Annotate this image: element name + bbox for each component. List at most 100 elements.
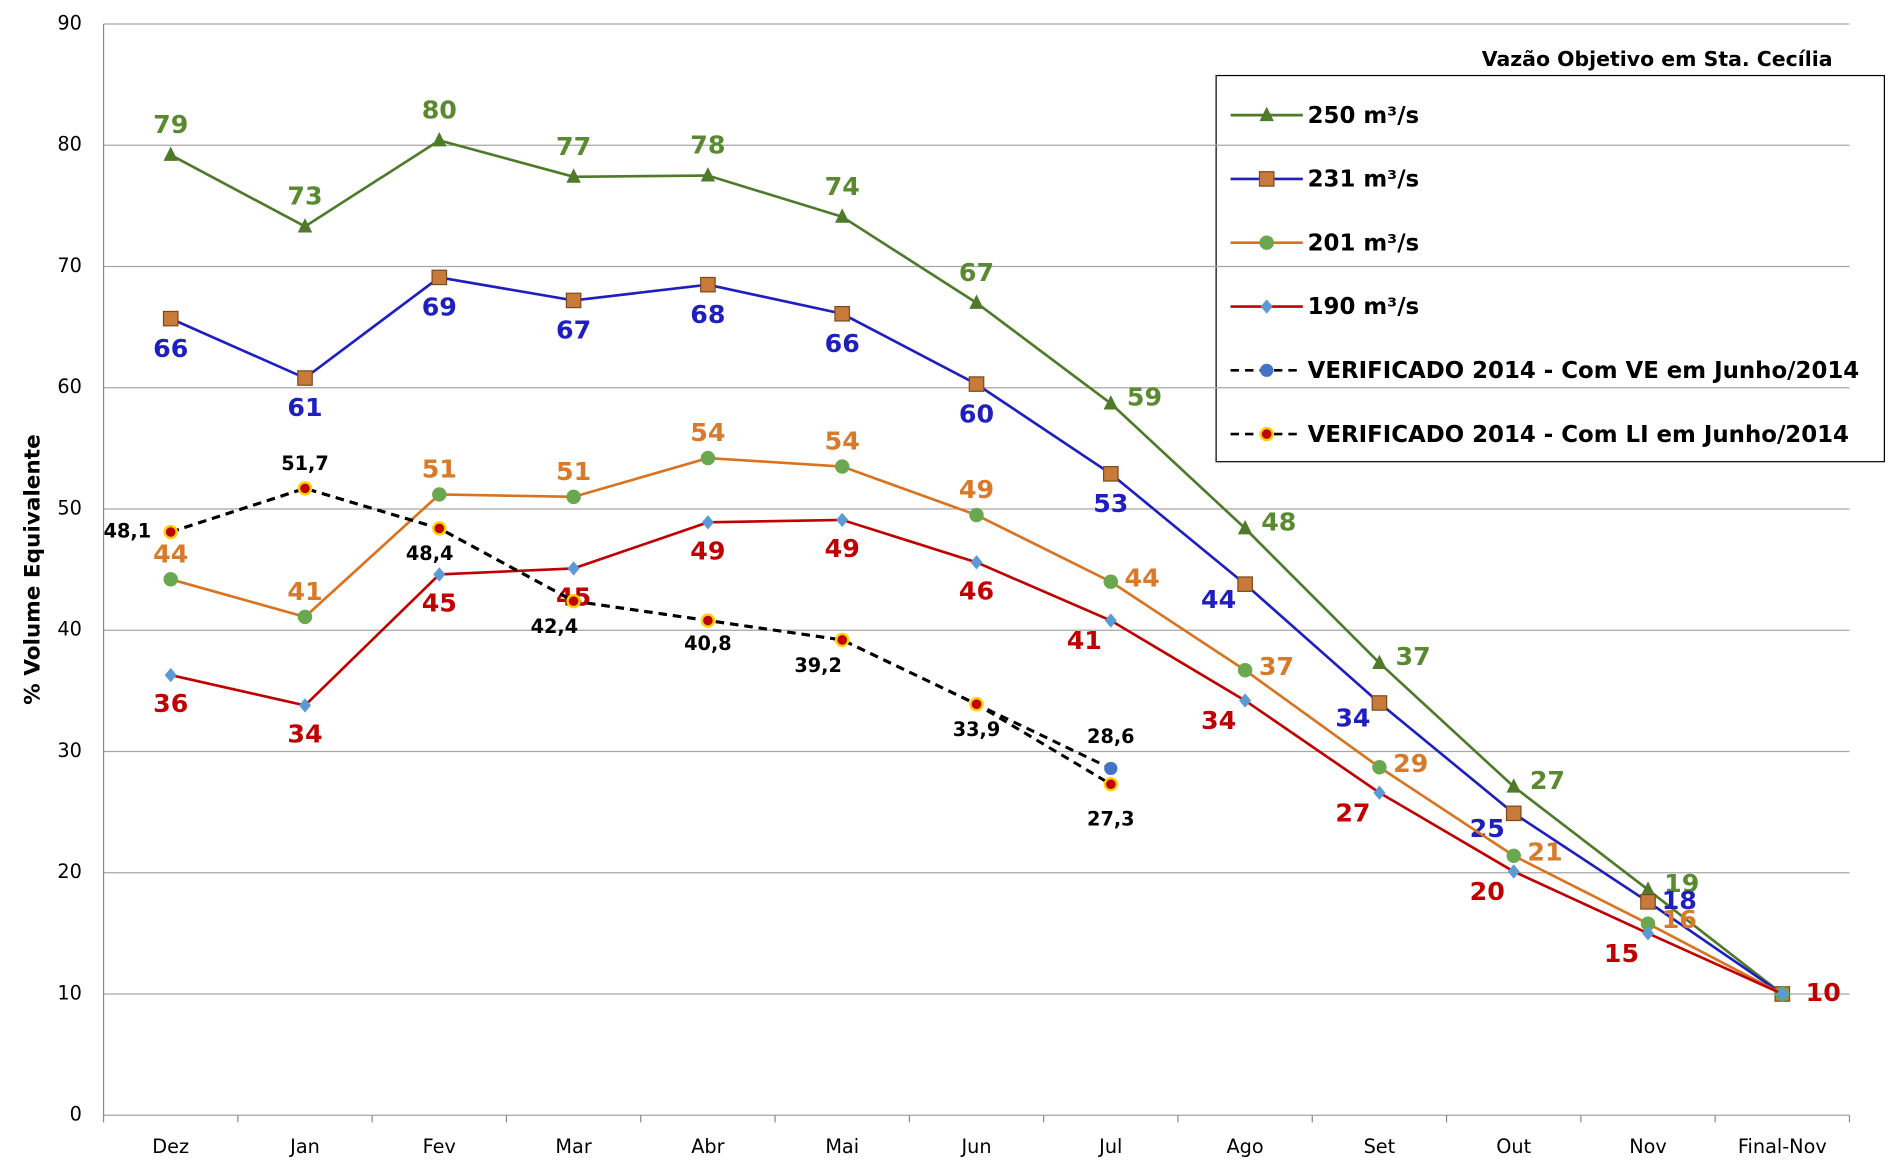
data-point: [1640, 894, 1656, 910]
data-label: 54: [690, 418, 725, 447]
data-point: [1237, 519, 1253, 535]
data-label: 51: [556, 457, 591, 486]
data-label: 74: [825, 172, 860, 201]
data-label: 59: [1127, 383, 1162, 412]
data-label: 67: [556, 316, 591, 345]
data-point: [1507, 864, 1520, 879]
x-tick-label: Abr: [691, 1135, 724, 1158]
data-point: [1237, 576, 1253, 592]
data-point: [700, 167, 716, 182]
data-label: 51: [422, 454, 457, 483]
data-point: [297, 218, 313, 233]
data-label: 40,8: [684, 632, 732, 655]
data-point: [700, 450, 716, 466]
data-label: 73: [287, 182, 322, 211]
data-label: 60: [959, 399, 994, 428]
data-point: [1505, 805, 1522, 822]
data-point: [297, 609, 313, 625]
data-point: [1506, 778, 1521, 793]
x-tick-label: Out: [1496, 1135, 1531, 1158]
data-point: [566, 489, 581, 505]
data-label: 37: [1259, 652, 1294, 681]
data-label: 53: [1093, 489, 1128, 518]
data-point: [700, 613, 716, 628]
data-label: 44: [153, 539, 188, 568]
data-point: [566, 593, 581, 609]
data-point: [297, 481, 313, 496]
data-point: [1103, 395, 1119, 410]
x-tick-label: Nov: [1629, 1135, 1667, 1158]
data-label: 15: [1604, 939, 1639, 968]
data-point: [969, 507, 984, 523]
data-label: 41: [287, 577, 322, 606]
data-point: [163, 524, 178, 540]
data-label: 27: [1530, 766, 1565, 795]
legend-marker: [1260, 363, 1274, 377]
data-label: 44: [1125, 563, 1160, 592]
data-point: [1641, 926, 1655, 941]
data-point: [834, 459, 850, 474]
data-label: 69: [422, 293, 457, 322]
data-point: [1239, 693, 1252, 708]
y-tick-label: 50: [57, 497, 82, 520]
data-point: [969, 294, 984, 309]
y-tick-label: 90: [57, 12, 82, 35]
data-label: 37: [1396, 642, 1431, 671]
y-tick-label: 60: [57, 375, 82, 398]
data-label: 66: [825, 329, 860, 358]
data-label: 39,2: [794, 654, 842, 677]
data-point: [1104, 761, 1118, 776]
legend-marker: [1259, 106, 1274, 122]
data-label: 67: [959, 258, 994, 287]
data-point: [701, 515, 714, 530]
data-point: [432, 487, 447, 502]
series-line: [170, 486, 1112, 786]
data-label: 66: [153, 334, 188, 363]
data-label: 36: [153, 689, 188, 718]
data-point: [1102, 466, 1119, 482]
data-point: [1371, 695, 1388, 711]
legend-title: Vazão Objetivo em Sta. Cecília: [1482, 47, 1833, 71]
y-tick-label: 80: [57, 133, 82, 156]
data-label: 77: [556, 132, 591, 161]
x-tick-label: Fev: [423, 1135, 456, 1158]
data-label: 49: [959, 475, 994, 504]
x-tick-label: Jun: [960, 1135, 991, 1158]
x-tick-label: Mar: [555, 1135, 591, 1158]
data-label: 29: [1393, 749, 1428, 778]
y-axis-label: % Volume Equivalente: [21, 434, 46, 705]
data-point: [1776, 986, 1789, 1002]
legend-label: 231 m³/s: [1308, 167, 1420, 193]
data-point: [565, 292, 582, 309]
data-label: 48: [1261, 508, 1296, 537]
data-label: 48,4: [406, 542, 454, 565]
data-label: 48,1: [104, 520, 152, 543]
x-tick-label: Mai: [825, 1135, 859, 1158]
data-point: [834, 632, 850, 648]
data-point: [834, 305, 851, 322]
y-tick-label: 30: [57, 739, 82, 762]
legend-label: VERIFICADO 2014 - Com VE em Junho/2014: [1308, 358, 1860, 384]
data-point: [163, 572, 178, 587]
data-point: [1103, 777, 1119, 792]
data-label: 78: [690, 131, 725, 160]
data-label: 18: [1662, 886, 1697, 915]
y-tick-label: 70: [57, 254, 82, 277]
x-tick-label: Jan: [289, 1135, 320, 1158]
data-point: [1104, 613, 1117, 628]
data-point: [968, 376, 985, 392]
data-point: [163, 146, 178, 161]
data-point: [1372, 760, 1387, 775]
data-point: [567, 561, 580, 576]
data-point: [1640, 916, 1656, 931]
x-tick-label: Set: [1364, 1135, 1396, 1158]
data-point: [970, 555, 983, 570]
data-label: 20: [1470, 877, 1505, 906]
data-point: [164, 667, 177, 683]
data-label: 34: [287, 719, 322, 748]
data-point: [834, 208, 850, 223]
data-label: 49: [690, 536, 725, 565]
legend-marker: [1259, 426, 1274, 442]
data-label: 42,4: [531, 615, 579, 638]
data-point: [1103, 574, 1119, 589]
